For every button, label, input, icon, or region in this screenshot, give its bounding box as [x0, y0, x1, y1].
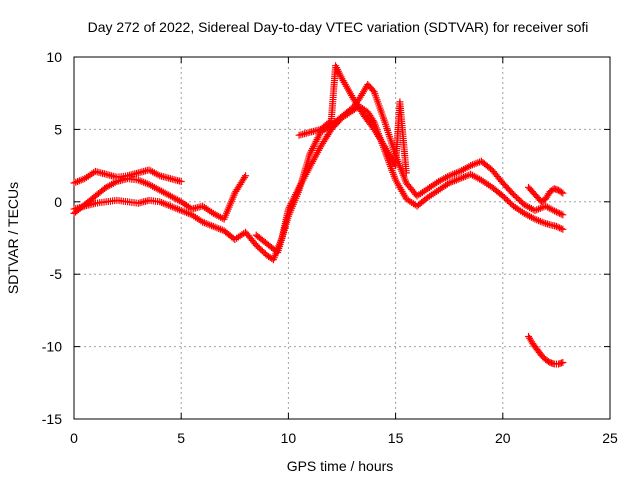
data-point: [557, 225, 565, 233]
y-tick-label: 5: [54, 121, 62, 137]
series-track-e: [295, 62, 410, 177]
series-track-f: [525, 183, 567, 206]
data-point: [369, 116, 377, 124]
data-point: [554, 223, 562, 231]
data-point: [242, 172, 250, 180]
data-point: [556, 209, 564, 217]
data-point: [559, 225, 567, 233]
data-point: [554, 209, 562, 217]
data-point: [559, 211, 567, 219]
y-axis-label: SDTVAR / TECUs: [5, 182, 21, 294]
data-point: [556, 224, 564, 232]
x-tick-label: 5: [177, 430, 185, 446]
y-tick-label: -10: [42, 339, 62, 355]
series-track-g: [525, 332, 567, 368]
data-point: [557, 210, 565, 218]
data-point: [559, 189, 567, 197]
data-point: [559, 359, 567, 367]
data-point: [557, 188, 565, 196]
data-point: [402, 169, 410, 177]
x-axis: 0 5 10 15 20 25: [70, 57, 618, 446]
x-tick-label: 0: [70, 430, 78, 446]
x-axis-label: GPS time / hours: [287, 458, 394, 474]
x-tick-label: 20: [495, 430, 511, 446]
data-points: [70, 62, 567, 368]
y-tick-label: -15: [42, 411, 62, 427]
plot-frame: [73, 56, 611, 420]
data-point: [552, 208, 560, 216]
x-tick-label: 25: [602, 430, 618, 446]
x-tick-label: 10: [281, 430, 297, 446]
data-point: [177, 178, 185, 186]
x-tick-label: 15: [388, 430, 404, 446]
data-point: [326, 118, 334, 126]
y-axis: -15 -10 -5 0 5 10: [42, 49, 610, 427]
y-tick-label: 0: [54, 194, 62, 210]
y-tick-label: -5: [50, 266, 63, 282]
data-point: [552, 222, 560, 230]
chart-title: Day 272 of 2022, Sidereal Day-to-day VTE…: [88, 19, 589, 35]
y-tick-label: 10: [46, 49, 62, 65]
